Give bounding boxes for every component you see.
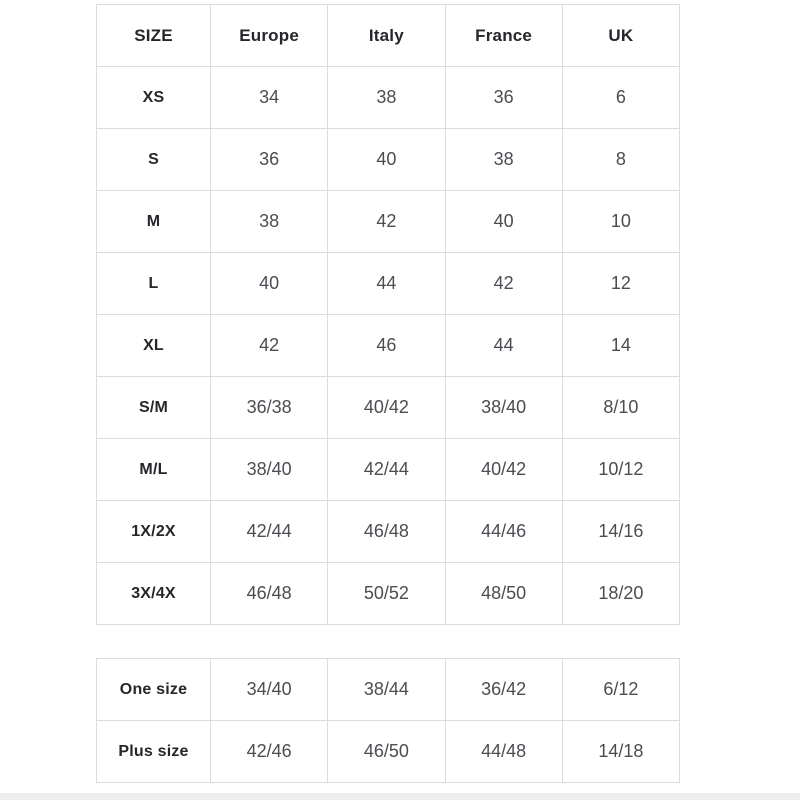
size-value-cell: 42 (327, 190, 446, 253)
size-value-cell: 44 (444, 314, 563, 377)
table-row: L 40 44 42 12 (96, 252, 681, 315)
size-value-cell: 38 (444, 128, 563, 191)
row-label: L (96, 252, 211, 315)
table-row: 1X/2X 42/44 46/48 44/46 14/16 (96, 500, 681, 563)
size-value-cell: 40/42 (327, 376, 446, 439)
size-value-cell: 46/48 (327, 500, 446, 563)
size-value-cell: 36/38 (209, 376, 329, 439)
size-value-cell: 8/10 (561, 376, 681, 439)
size-value-cell: 42/44 (327, 438, 446, 501)
table-row: XL 42 46 44 14 (96, 314, 681, 377)
size-value-cell: 10/12 (561, 438, 681, 501)
special-sizes-table: One size 34/40 38/44 36/42 6/12 Plus size 42/4… (96, 658, 681, 783)
bottom-divider-bar (0, 793, 800, 800)
size-conversion-table: SIZE Europe Italy France UK XS 34 38 36 6 S 36… (96, 4, 681, 625)
size-value-cell: 44/46 (444, 500, 563, 563)
size-value-cell: 38 (209, 190, 329, 253)
table-gap (96, 625, 680, 658)
size-value-cell: 38 (327, 66, 446, 129)
table-row: One size 34/40 38/44 36/42 6/12 (96, 658, 681, 721)
table-row: XS 34 38 36 6 (96, 66, 681, 129)
size-value-cell: 44/48 (444, 720, 563, 783)
size-value-cell: 42/46 (209, 720, 329, 783)
size-value-cell: 46/48 (209, 562, 329, 625)
size-value-cell: 48/50 (444, 562, 563, 625)
size-value-cell: 38/40 (444, 376, 563, 439)
row-label: M/L (96, 438, 211, 501)
size-value-cell: 8 (561, 128, 681, 191)
size-value-cell: 40/42 (444, 438, 563, 501)
size-value-cell: 40 (209, 252, 329, 315)
column-header-italy: Italy (327, 4, 446, 67)
header-row: SIZE Europe Italy France UK (96, 4, 681, 67)
row-label: S (96, 128, 211, 191)
row-label: M (96, 190, 211, 253)
table-row: M/L 38/40 42/44 40/42 10/12 (96, 438, 681, 501)
size-value-cell: 36 (444, 66, 563, 129)
size-value-cell: 40 (327, 128, 446, 191)
size-value-cell: 34 (209, 66, 329, 129)
row-label: 1X/2X (96, 500, 211, 563)
table-row: 3X/4X 46/48 50/52 48/50 18/20 (96, 562, 681, 625)
size-value-cell: 42 (209, 314, 329, 377)
column-header-france: France (444, 4, 563, 67)
size-value-cell: 40 (444, 190, 563, 253)
size-value-cell: 6/12 (561, 658, 681, 721)
row-label: One size (96, 658, 211, 721)
size-value-cell: 50/52 (327, 562, 446, 625)
size-value-cell: 6 (561, 66, 681, 129)
size-value-cell: 38/40 (209, 438, 329, 501)
size-value-cell: 14 (561, 314, 681, 377)
size-value-cell: 38/44 (327, 658, 446, 721)
table-row: Plus size 42/46 46/50 44/48 14/18 (96, 720, 681, 783)
row-label: XS (96, 66, 211, 129)
column-header-size: SIZE (96, 4, 211, 67)
row-label: XL (96, 314, 211, 377)
table-row: M 38 42 40 10 (96, 190, 681, 253)
size-value-cell: 34/40 (209, 658, 329, 721)
size-value-cell: 42 (444, 252, 563, 315)
size-value-cell: 14/18 (561, 720, 681, 783)
size-value-cell: 46/50 (327, 720, 446, 783)
size-value-cell: 46 (327, 314, 446, 377)
row-label: 3X/4X (96, 562, 211, 625)
table-row: S 36 40 38 8 (96, 128, 681, 191)
size-value-cell: 12 (561, 252, 681, 315)
size-value-cell: 14/16 (561, 500, 681, 563)
size-chart-container: SIZE Europe Italy France UK XS 34 38 36 6 S 36… (96, 4, 681, 783)
row-label: Plus size (96, 720, 211, 783)
size-value-cell: 10 (561, 190, 681, 253)
size-value-cell: 18/20 (561, 562, 681, 625)
size-value-cell: 36/42 (444, 658, 563, 721)
row-label: S/M (96, 376, 211, 439)
size-value-cell: 44 (327, 252, 446, 315)
size-value-cell: 36 (209, 128, 329, 191)
column-header-europe: Europe (209, 4, 329, 67)
table-row: S/M 36/38 40/42 38/40 8/10 (96, 376, 681, 439)
size-value-cell: 42/44 (209, 500, 329, 563)
column-header-uk: UK (561, 4, 681, 67)
